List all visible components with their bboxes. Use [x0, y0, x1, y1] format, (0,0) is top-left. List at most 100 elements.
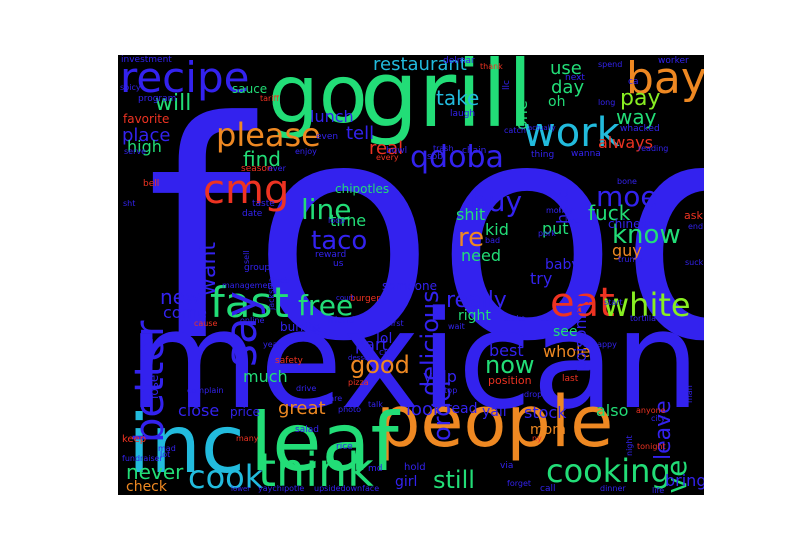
word-bay: bay: [626, 55, 704, 104]
word-vetr: vetr: [275, 276, 292, 285]
word-position: position: [488, 374, 532, 387]
word-enjoy: enjoy: [295, 147, 317, 156]
word-sht: sht: [123, 199, 136, 208]
word-chinese: chinese: [608, 217, 655, 231]
word-always: always: [598, 133, 653, 152]
word-shit: shit: [456, 205, 486, 224]
word-cause: cause: [194, 319, 218, 328]
word-oh: oh: [548, 94, 566, 110]
word-laugh: laugh: [450, 109, 476, 119]
word-court: court: [336, 294, 355, 302]
word-hold: hold: [404, 462, 426, 473]
word-last: last: [562, 374, 579, 384]
word-look: look: [406, 399, 444, 420]
word-date: date: [242, 209, 263, 219]
word-check: check: [126, 479, 167, 495]
word-many: many: [236, 434, 259, 443]
word-grill: grill: [360, 55, 533, 148]
word-cook: cook: [188, 458, 264, 495]
word-safety: safety: [275, 356, 303, 366]
word-taste: taste: [252, 199, 275, 209]
word-bell: bell: [143, 179, 160, 189]
word-reward: reward: [315, 250, 347, 260]
word-way: way: [616, 105, 657, 129]
word-spend: spend: [598, 60, 623, 69]
word-city: city: [651, 414, 666, 423]
word-time: time: [330, 211, 367, 230]
word-delmar: delmar: [443, 56, 475, 66]
word-cut: cut: [379, 348, 394, 358]
word-pork: pork: [538, 229, 556, 238]
word-worker: worker: [658, 56, 689, 66]
word-burger: burger: [350, 294, 380, 304]
word-kid: kid: [485, 220, 509, 239]
word-bowl: bowl: [386, 146, 408, 156]
word-man: man: [685, 385, 694, 403]
word-bone: bone: [617, 177, 637, 186]
word-share: share: [320, 394, 343, 403]
word-stake: stake: [504, 314, 526, 323]
word-group: group: [244, 263, 271, 273]
word-go: go: [268, 55, 368, 141]
word-new: new: [160, 285, 202, 309]
word-friend: friend: [328, 316, 355, 326]
word-use: use: [550, 58, 582, 79]
word-yelp: yelp: [423, 367, 457, 386]
word-llc: llc: [502, 80, 512, 90]
word-girl: girl: [395, 474, 418, 490]
word-restaurant: restaurant: [373, 55, 467, 75]
word-complain: complain: [187, 386, 224, 395]
word-good: good: [350, 351, 410, 379]
word-fundraiser: fundraiser: [122, 454, 163, 463]
word-know: know: [612, 220, 681, 250]
word-lower: lower: [231, 485, 251, 493]
word-first: first: [388, 319, 404, 328]
word-dinner: dinner: [600, 484, 626, 493]
word-wanna: wanna: [571, 149, 601, 159]
word-drop: drop: [524, 390, 543, 399]
word-yaychipotle: yaychipotle: [258, 484, 305, 493]
word-jacksfila: jacksfila: [267, 277, 276, 310]
word-re: re: [458, 223, 485, 253]
word-stop: stop: [440, 386, 458, 395]
word-eat: eat: [550, 280, 615, 326]
word-best: best: [489, 341, 524, 360]
word-cmg: cmg: [203, 167, 290, 213]
word-bring: bring: [665, 471, 704, 490]
word-real: real: [369, 138, 404, 159]
word-never: never: [126, 460, 184, 484]
word-see: see: [553, 324, 578, 340]
word-need: need: [461, 246, 501, 265]
word-wait: wait: [448, 322, 465, 331]
word-high: high: [127, 137, 162, 156]
word-please: please: [216, 116, 321, 154]
word-thing: thing: [531, 150, 555, 160]
word-via: via: [500, 461, 514, 471]
word-night: night: [625, 435, 634, 456]
word-spicy: spicy: [120, 83, 141, 92]
word-happy: happy: [592, 340, 617, 349]
word-every: every: [376, 153, 399, 162]
word-call: call: [540, 484, 556, 494]
word-place: place: [122, 125, 171, 146]
word-think: think: [258, 443, 374, 495]
word-money: money: [546, 206, 574, 215]
word-much: much: [243, 367, 288, 386]
word-online: online: [240, 316, 265, 325]
word-tell: tell: [346, 123, 375, 144]
word-ny: ny: [532, 434, 542, 443]
word-mom: mom: [530, 422, 566, 438]
word-really: really: [446, 288, 507, 313]
word-put: put: [542, 219, 569, 238]
word-lol: lol: [376, 331, 393, 347]
word-yall: yall: [482, 404, 507, 420]
word-line: line: [301, 193, 352, 226]
word-read: read: [446, 401, 478, 417]
word-still: still: [433, 466, 475, 494]
word-anyone: anyone: [636, 406, 666, 415]
word-tonight: tonight: [637, 442, 666, 451]
word-moe: moe: [596, 180, 658, 213]
word-photo: photo: [338, 405, 362, 414]
word-also: also: [596, 401, 629, 420]
